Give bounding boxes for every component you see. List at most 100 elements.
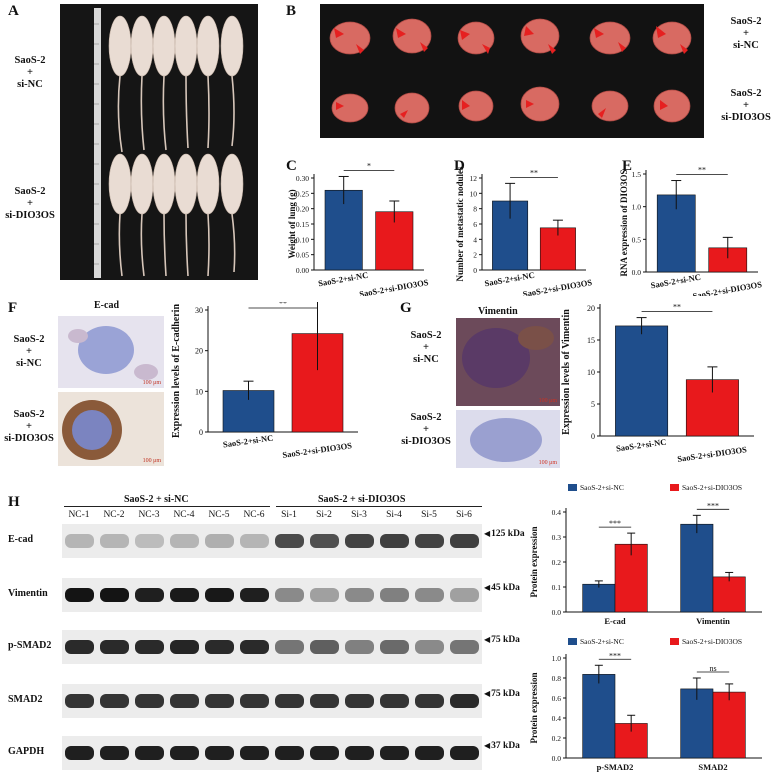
blot-band — [65, 588, 94, 602]
bar — [614, 543, 648, 613]
y-axis-label: Expression levels of E-cadherin — [171, 304, 182, 438]
blot-band — [450, 694, 479, 708]
kda-marker: 37 kDa — [484, 740, 520, 751]
mice-photo — [60, 4, 258, 280]
y-tick-label: 0 — [591, 432, 595, 441]
blot-band — [240, 694, 269, 708]
x-tick-label: SaoS-2+si-NC — [317, 270, 369, 289]
chart-g: 0 5 10 15 20 Expression levels of Vimentin ** S… — [561, 303, 754, 464]
y-tick-label: 0.3 — [552, 533, 562, 542]
protein-label: E-cad — [8, 534, 33, 545]
blot-band — [240, 746, 269, 760]
panel-a-group2-label: SaoS-2 + si-DIO3OS — [5, 186, 55, 221]
legend-swatch — [568, 484, 577, 491]
blot-band — [205, 640, 234, 654]
x-tick-label: SaoS-2+si-DIO3OS — [358, 277, 429, 296]
ihc-nc-illustration — [68, 326, 158, 380]
blot-band — [310, 640, 339, 654]
mice-illustration — [94, 8, 244, 278]
lane-label: NC-2 — [103, 510, 125, 520]
x-tick-label: SaoS-2+si-DIO3OS — [282, 440, 353, 460]
blot-band — [205, 694, 234, 708]
x-tick-label: SaoS-2+si-NC — [484, 270, 536, 289]
blot-band — [205, 534, 234, 548]
y-tick-label: 30 — [195, 306, 203, 315]
y-tick-label: 0.25 — [296, 189, 309, 198]
y-tick-label: 0.0 — [632, 268, 642, 277]
y-tick-label: 6 — [473, 220, 477, 229]
y-tick-label: 0.05 — [296, 251, 309, 260]
panel-g-stain-label: Vimentin — [478, 306, 518, 317]
bar — [712, 576, 746, 613]
legend-swatch — [670, 484, 679, 491]
y-tick-label: 0.0 — [552, 754, 562, 763]
blot-band — [65, 640, 94, 654]
legend-swatch — [670, 638, 679, 645]
y-tick-label: 4 — [473, 235, 477, 244]
panel-h-group1-header: SaoS-2 + si-NC — [124, 494, 189, 505]
kda-marker: 75 kDa — [484, 688, 520, 699]
protein-label: GAPDH — [8, 746, 45, 757]
lane-label: Si-6 — [456, 510, 472, 520]
significance-mark: ** — [530, 168, 538, 177]
lane-label: Si-2 — [316, 510, 332, 520]
lungs-illustration — [329, 18, 692, 124]
panel-b-group1-label: SaoS-2 + si-NC — [730, 16, 762, 51]
bar — [680, 523, 714, 613]
legend-label: SaoS-2+si-DIO3OS — [682, 637, 742, 646]
lane-label: NC-3 — [138, 510, 160, 520]
significance-mark: ** — [673, 303, 681, 312]
y-axis-label: Expression levels of Vimentin — [561, 309, 572, 435]
x-tick-label: SaoS-2+si-DIO3OS — [692, 279, 763, 296]
x-tick-label: SMAD2 — [698, 762, 727, 772]
ihc-si-illustration — [62, 400, 122, 460]
y-tick-label: 1.0 — [632, 203, 642, 212]
blot-band — [240, 534, 269, 548]
chart-d: 0 2 4 6 8 10 12 Number of metastatic nodules ** S… — [455, 166, 593, 296]
scale-bar-label: 100 μm — [142, 380, 161, 386]
y-tick-label: 20 — [587, 304, 595, 313]
y-tick-label: 0.1 — [552, 583, 562, 592]
panel-f-stain-label: E-cad — [94, 300, 119, 311]
blot-band — [65, 746, 94, 760]
y-tick-label: 0.8 — [552, 674, 562, 683]
significance-mark: ** — [279, 302, 287, 308]
panel-h-letter: H — [8, 494, 20, 510]
y-tick-label: 1.0 — [552, 654, 562, 663]
y-tick-label: 0.6 — [552, 694, 562, 703]
panel-f-group2-label: SaoS-2 + si-DIO3OS — [4, 409, 54, 444]
kda-marker: 125 kDa — [484, 528, 525, 539]
blot-membrane — [62, 630, 482, 664]
lane-label: NC-1 — [68, 510, 90, 520]
blot-band — [205, 588, 234, 602]
blot-band — [380, 746, 409, 760]
y-tick-label: 12 — [470, 174, 478, 183]
blot-band — [345, 694, 374, 708]
panel-f-ihc-nc: 100 μm — [58, 316, 164, 388]
lane-label: NC-4 — [173, 510, 195, 520]
blot-band — [415, 694, 444, 708]
group2-bracket — [276, 506, 482, 507]
panel-a-letter: A — [8, 3, 19, 19]
x-tick-label: SaoS-2+si-NC — [650, 272, 702, 291]
panel-h-group2-header: SaoS-2 + si-DIO3OS — [318, 494, 406, 505]
legend-label: SaoS-2+si-DIO3OS — [682, 483, 742, 492]
panel-b-group2-label: SaoS-2 + si-DIO3OS — [721, 88, 771, 123]
ihc-vim-nc-illustration — [456, 318, 560, 406]
blot-membrane — [62, 684, 482, 718]
blot-band — [170, 694, 199, 708]
blot-band — [310, 746, 339, 760]
panel-f-letter: F — [8, 300, 18, 316]
significance-mark: ** — [698, 166, 706, 175]
blot-membrane — [62, 736, 482, 770]
y-tick-label: 0.4 — [552, 714, 562, 723]
blot-band — [275, 694, 304, 708]
blot-band — [310, 534, 339, 548]
bar — [582, 674, 616, 759]
blot-band — [65, 534, 94, 548]
chart-f: 0 10 20 30 Expression levels of E-cadherin **… — [171, 302, 358, 460]
significance-mark: *** — [609, 519, 621, 528]
panel-f-group1-label: SaoS-2 + si-NC — [13, 334, 45, 369]
protein-label: Vimentin — [8, 588, 48, 599]
chart-h1: 0.0 0.1 0.2 0.3 0.4 Protein expression *** E-ca… — [529, 483, 762, 626]
